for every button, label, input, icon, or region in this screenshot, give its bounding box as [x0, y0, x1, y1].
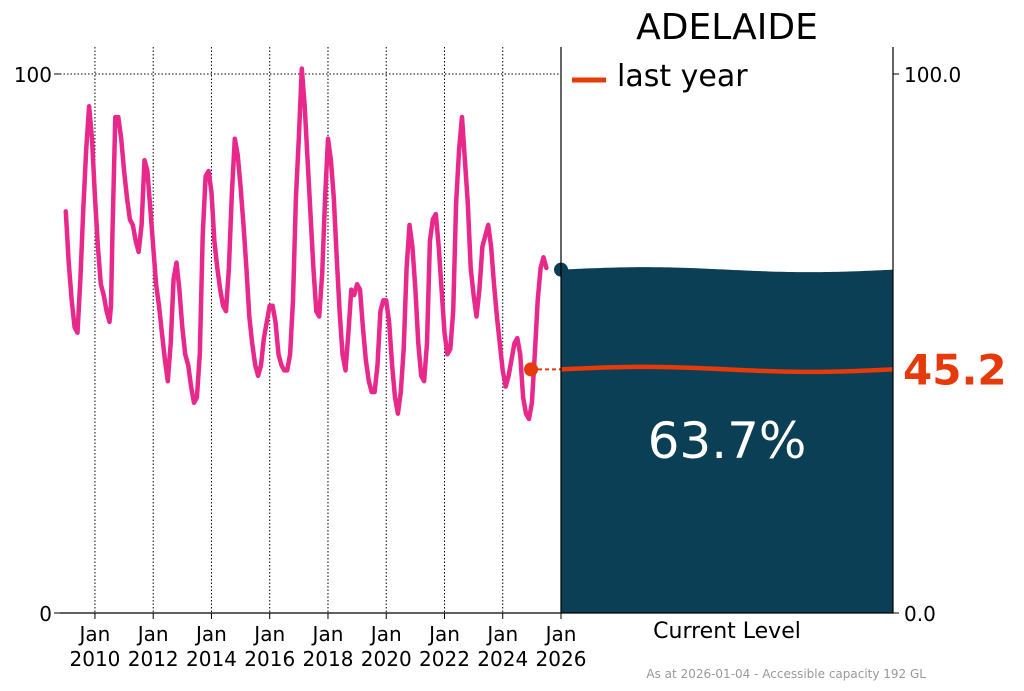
- right-ytick-label: 100.0: [904, 63, 961, 87]
- x-tick-label: Jan: [427, 622, 460, 646]
- x-tick-label: 2018: [303, 647, 354, 671]
- axes: Jan2010Jan2012Jan2014Jan2016Jan2018Jan20…: [54, 47, 899, 671]
- last-year-marker: [523, 362, 538, 377]
- x-tick-label: 2014: [186, 647, 237, 671]
- x-tick-label: 2020: [361, 647, 412, 671]
- x-tick-label: Jan: [78, 622, 111, 646]
- current-level-panel: 45.2: [560, 267, 1007, 613]
- text-layer: ADELAIDE last year Current Level As at 2…: [14, 7, 961, 681]
- left-ytick-label: 0: [39, 602, 52, 626]
- x-tick-label: Jan: [252, 622, 285, 646]
- x-tick-label: 2026: [536, 647, 587, 671]
- x-tick-label: 2012: [128, 647, 179, 671]
- x-tick-label: Jan: [194, 622, 227, 646]
- x-tick-label: 2024: [477, 647, 528, 671]
- last-year-line: [560, 364, 894, 375]
- x-tick-label: Jan: [485, 622, 518, 646]
- x-tick-label: Jan: [544, 622, 577, 646]
- x-tick-label: Jan: [369, 622, 402, 646]
- x-tick-label: 2016: [244, 647, 295, 671]
- water-fill: [561, 267, 893, 613]
- right-ytick-label: 0.0: [904, 602, 936, 626]
- level-series-line: [63, 66, 549, 422]
- series-layer: [63, 66, 568, 422]
- x-tick-label: Jan: [311, 622, 344, 646]
- chart-title: ADELAIDE: [636, 7, 818, 48]
- grid-lines: [60, 47, 562, 613]
- x-tick-label: Jan: [136, 622, 169, 646]
- current-level-percent: 63.7%: [648, 412, 807, 470]
- x-tick-label: 2010: [70, 647, 121, 671]
- left-ytick-label: 100: [14, 63, 52, 87]
- x-tick-label: 2022: [419, 647, 470, 671]
- legend-label: last year: [617, 59, 748, 94]
- last-year-value-label: 45.2: [903, 345, 1007, 394]
- current-level-label: Current Level: [653, 619, 801, 644]
- footnote: As at 2026-01-04 - Accessible capacity 1…: [646, 667, 926, 681]
